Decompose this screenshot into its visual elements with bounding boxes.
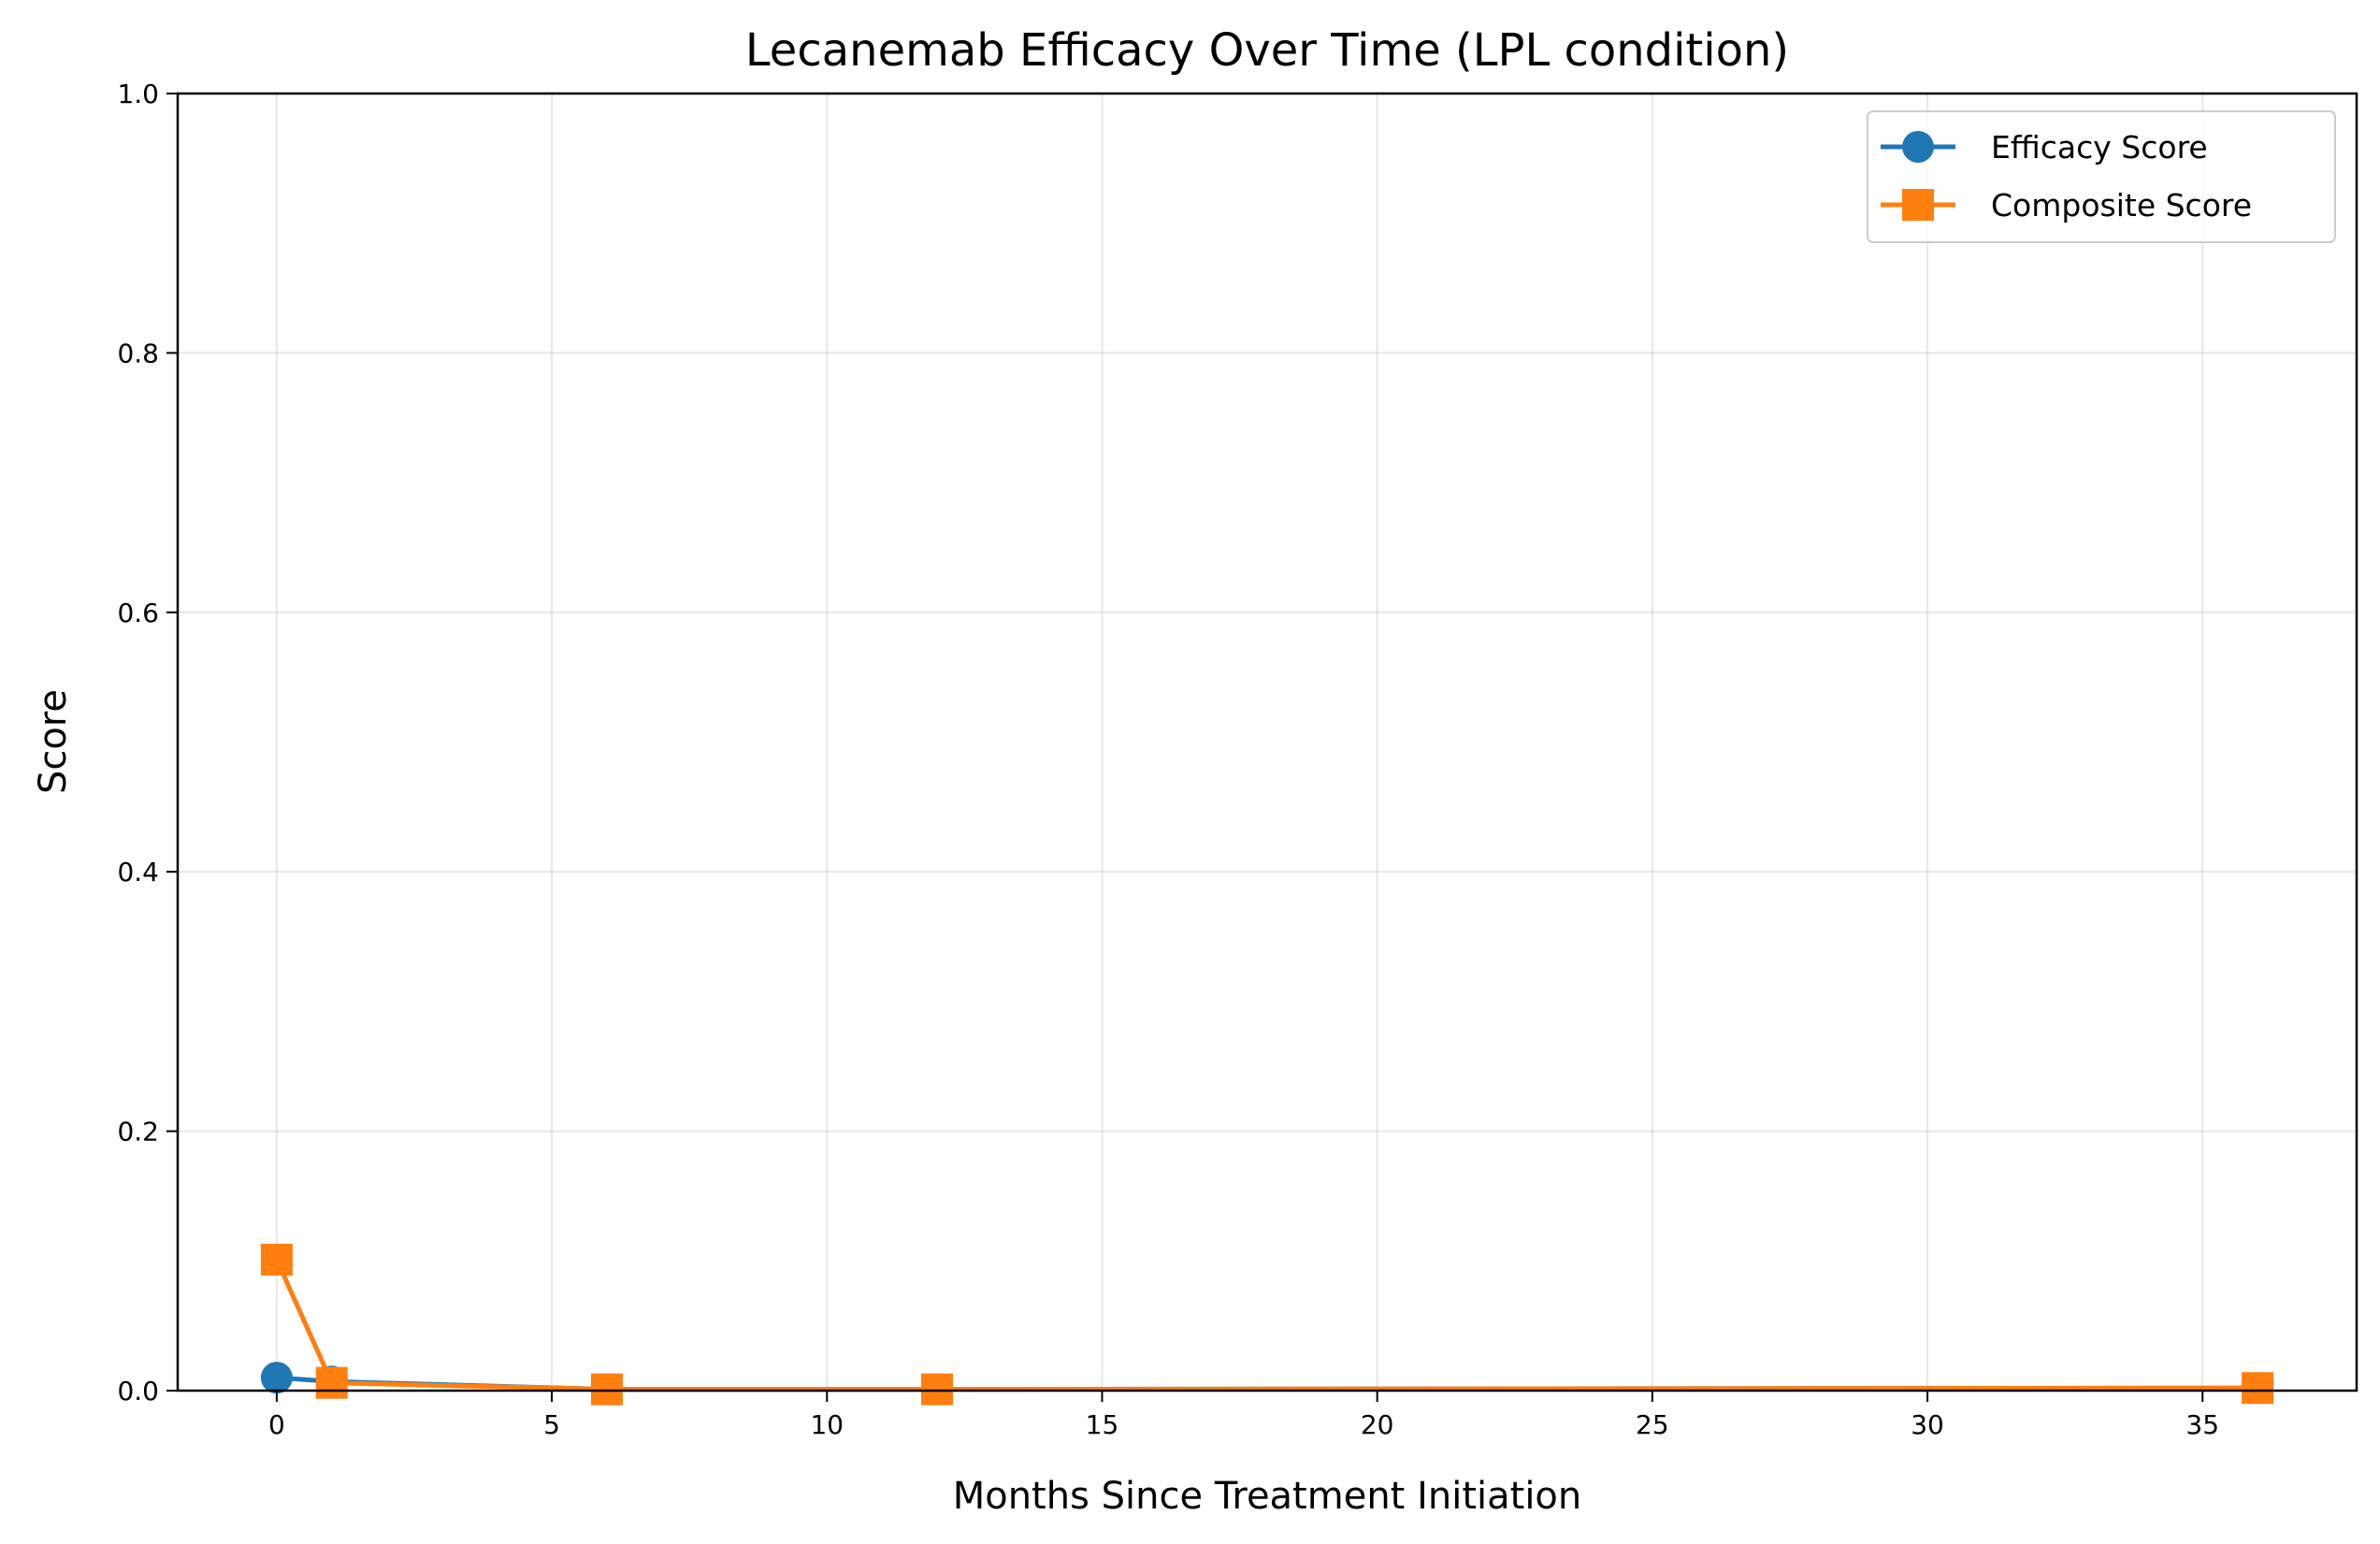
x-tick-label: 5 — [543, 1409, 560, 1440]
y-tick-label: 1.0 — [117, 79, 159, 109]
x-tick-label: 30 — [1911, 1409, 1944, 1440]
y-tick-label: 0.4 — [117, 857, 159, 887]
x-axis-label: Months Since Treatment Initiation — [953, 1475, 1582, 1518]
x-tick-label: 15 — [1086, 1409, 1119, 1440]
composite-score-point — [260, 1243, 293, 1276]
series-composite-score — [260, 1243, 2274, 1406]
legend-item-efficacy-score: Efficacy Score — [1881, 129, 2208, 166]
legend-box — [1867, 110, 2336, 243]
composite-score-point — [590, 1373, 623, 1406]
legend-item-composite-score: Composite Score — [1881, 187, 2252, 224]
x-axis: 0 5 10 15 20 25 30 35 — [268, 1391, 2219, 1440]
composite-score-line — [274, 1258, 2258, 1392]
composite-score-point — [920, 1373, 953, 1406]
grid-lines — [178, 93, 2357, 1392]
composite-score-point — [2242, 1372, 2274, 1405]
x-tick-label: 25 — [1636, 1409, 1669, 1440]
y-axis-label: Score — [32, 689, 75, 794]
legend-swatch-marker — [1902, 131, 1934, 163]
series-efficacy-score — [260, 1362, 2274, 1406]
legend-label: Efficacy Score — [1991, 129, 2208, 166]
y-tick-label: 0.2 — [117, 1117, 159, 1147]
y-axis: 0.0 0.2 0.4 0.6 0.8 1.0 — [117, 79, 178, 1407]
y-tick-label: 0.0 — [117, 1376, 159, 1407]
y-tick-label: 0.6 — [117, 598, 159, 628]
legend-swatch-marker — [1902, 189, 1934, 221]
y-tick-label: 0.8 — [117, 338, 159, 368]
legend-label: Composite Score — [1991, 187, 2252, 224]
x-tick-label: 0 — [268, 1409, 285, 1440]
series-layer — [260, 1243, 2274, 1406]
chart-title: Lecanemab Efficacy Over Time (LPL condit… — [745, 24, 1789, 77]
x-tick-label: 35 — [2185, 1409, 2219, 1440]
efficacy-score-point — [260, 1362, 293, 1394]
x-tick-label: 20 — [1361, 1409, 1394, 1440]
plot-area-frame — [176, 92, 2358, 1392]
x-tick-label: 10 — [810, 1409, 844, 1440]
composite-score-point — [315, 1366, 348, 1399]
legend: Efficacy Score Composite Score — [1867, 110, 2336, 243]
